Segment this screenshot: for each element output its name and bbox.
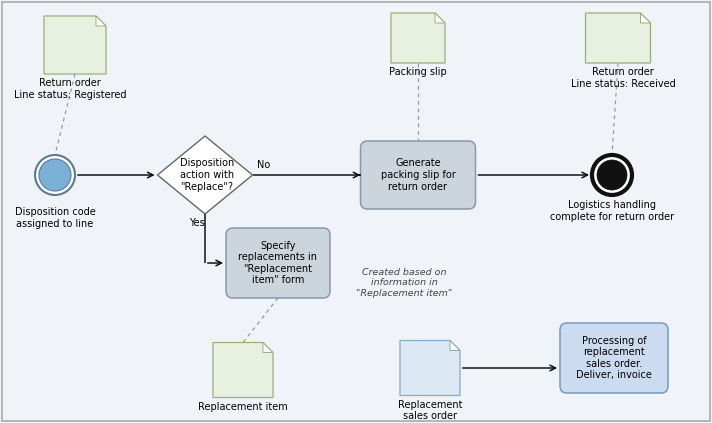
- FancyBboxPatch shape: [560, 323, 668, 393]
- Circle shape: [592, 155, 632, 195]
- Text: Packing slip: Packing slip: [389, 67, 447, 77]
- FancyBboxPatch shape: [226, 228, 330, 298]
- Circle shape: [597, 160, 627, 190]
- Text: No: No: [258, 160, 271, 170]
- Text: Disposition
action with
"Replace"?: Disposition action with "Replace"?: [180, 158, 234, 192]
- Polygon shape: [213, 343, 273, 398]
- Text: Return order
Line status: Received: Return order Line status: Received: [570, 67, 676, 88]
- Polygon shape: [157, 136, 253, 214]
- Polygon shape: [435, 13, 445, 23]
- Text: Specify
replacements in
"Replacement
item" form: Specify replacements in "Replacement ite…: [239, 241, 318, 286]
- Polygon shape: [641, 13, 651, 23]
- Text: Created based on
information in
"Replacement item": Created based on information in "Replace…: [356, 268, 452, 298]
- Polygon shape: [391, 13, 445, 63]
- Polygon shape: [44, 16, 106, 74]
- Text: Logistics handling
complete for return order: Logistics handling complete for return o…: [550, 200, 674, 222]
- FancyBboxPatch shape: [360, 141, 476, 209]
- Text: Replacement
sales order: Replacement sales order: [398, 399, 462, 421]
- Text: Replacement item: Replacement item: [198, 401, 288, 412]
- Polygon shape: [585, 13, 651, 63]
- Polygon shape: [263, 343, 273, 352]
- Text: Return order
Line status: Registered: Return order Line status: Registered: [14, 78, 126, 99]
- Polygon shape: [400, 341, 460, 396]
- Text: Processing of
replacement
sales order.
Deliver, invoice: Processing of replacement sales order. D…: [576, 335, 652, 380]
- Polygon shape: [96, 16, 106, 26]
- Circle shape: [39, 159, 71, 191]
- Text: Yes: Yes: [189, 218, 205, 228]
- Polygon shape: [450, 341, 460, 351]
- Circle shape: [35, 155, 75, 195]
- Text: Generate
packing slip for
return order: Generate packing slip for return order: [381, 158, 456, 192]
- Text: Disposition code
assigned to line: Disposition code assigned to line: [15, 207, 95, 228]
